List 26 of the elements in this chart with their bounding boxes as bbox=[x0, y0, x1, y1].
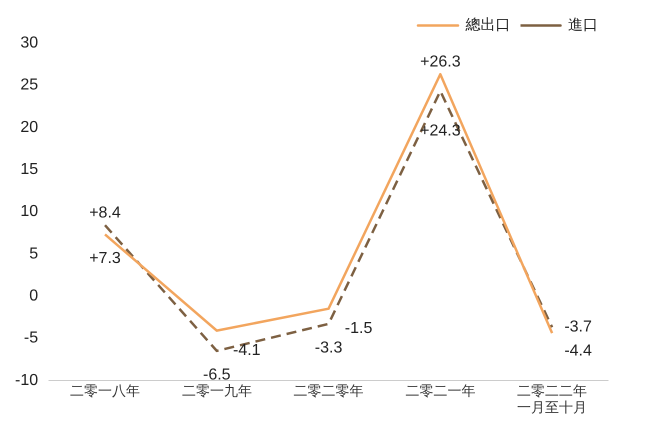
y-tick-label: 25 bbox=[20, 76, 38, 94]
data-label: +7.3 bbox=[89, 250, 121, 267]
x-tick-label: 二零二一年 bbox=[405, 383, 476, 400]
x-tick-label: 二零二二年一月至十月 bbox=[517, 383, 588, 416]
y-tick-label: -5 bbox=[24, 330, 38, 347]
y-tick-label: 10 bbox=[20, 203, 38, 220]
y-tick-label: 5 bbox=[29, 245, 38, 262]
data-label: +8.4 bbox=[89, 204, 121, 222]
legend-label: 進口 bbox=[568, 15, 598, 34]
y-tick-label: 30 bbox=[20, 34, 38, 52]
data-label: -3.3 bbox=[314, 339, 342, 356]
x-tick-label: 二零二零年 bbox=[294, 383, 364, 400]
x-tick-label: 二零一八年 bbox=[70, 383, 140, 400]
y-tick-label: 15 bbox=[20, 160, 38, 178]
legend-label: 總出口 bbox=[464, 15, 510, 34]
data-label: -6.5 bbox=[203, 366, 231, 384]
data-label: -1.5 bbox=[344, 320, 372, 338]
data-label: -4.1 bbox=[233, 342, 261, 360]
data-label: +26.3 bbox=[420, 54, 461, 71]
data-label: -3.7 bbox=[564, 318, 592, 336]
y-tick-label: -10 bbox=[15, 372, 38, 389]
y-tick-label: 0 bbox=[29, 287, 38, 304]
data-label: +24.3 bbox=[420, 122, 461, 140]
data-label: -4.4 bbox=[564, 342, 592, 360]
y-tick-label: 20 bbox=[20, 118, 38, 136]
x-tick-label: 二零一九年 bbox=[182, 383, 252, 400]
